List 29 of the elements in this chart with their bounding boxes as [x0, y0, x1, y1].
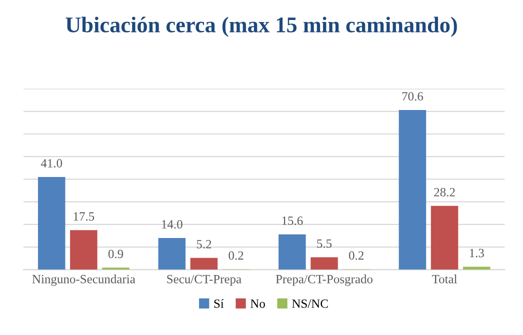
data-label: 5.2	[196, 240, 212, 248]
data-label: 0.2	[349, 251, 364, 260]
data-label: 28.2	[434, 188, 455, 196]
bar	[462, 266, 490, 270]
bar	[38, 176, 66, 270]
x-tick-label: Secu/CT-Prepa	[167, 274, 242, 286]
data-label: 1.3	[470, 248, 484, 258]
data-label: 70.6	[402, 92, 424, 101]
data-label: 15.6	[282, 216, 303, 225]
chart-title: Ubicación cerca (max 15 min caminando)	[66, 16, 457, 37]
data-label: 0.2	[228, 251, 244, 260]
x-tick-label: Prepa/CT-Posgrado	[276, 274, 373, 286]
data-label: 5.5	[317, 239, 332, 248]
data-label: 41.0	[40, 159, 62, 168]
bar	[398, 110, 426, 270]
legend-label: No	[250, 300, 265, 308]
bar	[70, 230, 98, 270]
bar	[310, 257, 338, 270]
data-label: 14.0	[162, 220, 182, 229]
x-tick-label: Ninguno-Secundaria	[32, 274, 136, 286]
bar	[190, 258, 218, 270]
data-label: 0.9	[108, 250, 124, 258]
bar	[430, 206, 458, 270]
data-label: 17.5	[74, 212, 94, 221]
legend-label: NS/NC	[292, 299, 328, 308]
bar	[278, 234, 306, 270]
legend-label: Sí	[214, 299, 224, 308]
bar	[158, 238, 186, 270]
x-tick-label: Total	[432, 274, 458, 284]
